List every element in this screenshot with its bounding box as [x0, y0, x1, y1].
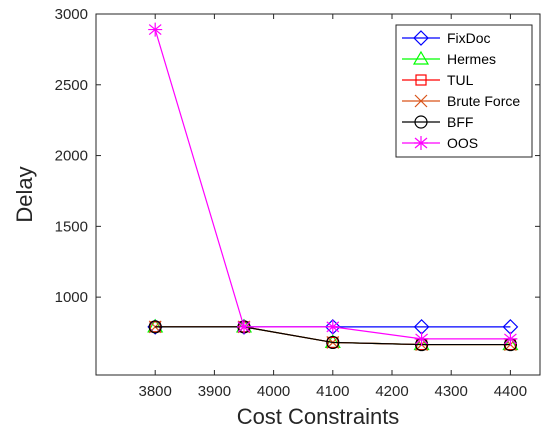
legend-marker: [414, 136, 428, 150]
data-point-oos: [237, 319, 251, 334]
legend-marker: [414, 94, 428, 108]
legend-label: OOS: [447, 135, 478, 151]
legend-marker: [414, 115, 428, 129]
legend-item-brute-force: Brute Force: [402, 93, 520, 109]
series-oos: [148, 22, 518, 346]
y-tick-label: 1000: [55, 289, 88, 306]
x-tick-label: 4300: [435, 383, 468, 400]
legend: FixDoc Hermes TUL Brute Force BFF OOS: [395, 24, 533, 158]
x-tick-label: 4400: [494, 383, 527, 400]
x-tick-label: 4000: [257, 383, 290, 400]
legend-item-fixdoc: FixDoc: [402, 30, 491, 46]
x-tick-label: 3800: [139, 383, 172, 400]
x-tick-label: 4100: [316, 383, 349, 400]
legend-marker: [415, 74, 427, 86]
legend-item-hermes: Hermes: [402, 50, 496, 67]
legend-label: BFF: [447, 114, 473, 130]
legend-label: Hermes: [447, 51, 496, 67]
legend-box: [395, 24, 533, 158]
data-point-bff: [326, 335, 340, 350]
data-point-oos: [325, 319, 340, 334]
legend-item-tul: TUL: [402, 72, 474, 88]
y-tick-label: 2500: [55, 77, 88, 94]
series-line-bff: [155, 326, 511, 346]
x-tick-label: 4200: [375, 383, 408, 400]
legend-label: FixDoc: [447, 30, 491, 46]
y-tick-label: 2000: [55, 148, 88, 165]
y-tick-label: 1500: [55, 218, 88, 235]
y-tick-label: 3000: [55, 6, 88, 23]
legend-label: Brute Force: [447, 93, 520, 109]
axis-ticks: 3800 3900 4000 4100 4200 4300 4400 1000 1500 2000…: [55, 6, 540, 400]
data-point-bff: [148, 320, 162, 334]
legend-item-bff: BFF: [402, 114, 473, 130]
x-axis-label: Cost Constraints: [237, 404, 400, 429]
legend-marker: [412, 50, 430, 65]
legend-label: TUL: [447, 72, 474, 88]
legend-item-oos: OOS: [402, 135, 478, 151]
plot-frame: [95, 13, 541, 376]
plot-marks: [147, 22, 519, 352]
y-axis-label: Delay: [12, 166, 37, 222]
legend-marker: [413, 30, 429, 46]
data-point-oos: [503, 331, 518, 346]
x-tick-label: 3900: [198, 383, 231, 400]
data-point-oos: [148, 22, 163, 37]
data-point-oos: [414, 331, 429, 346]
